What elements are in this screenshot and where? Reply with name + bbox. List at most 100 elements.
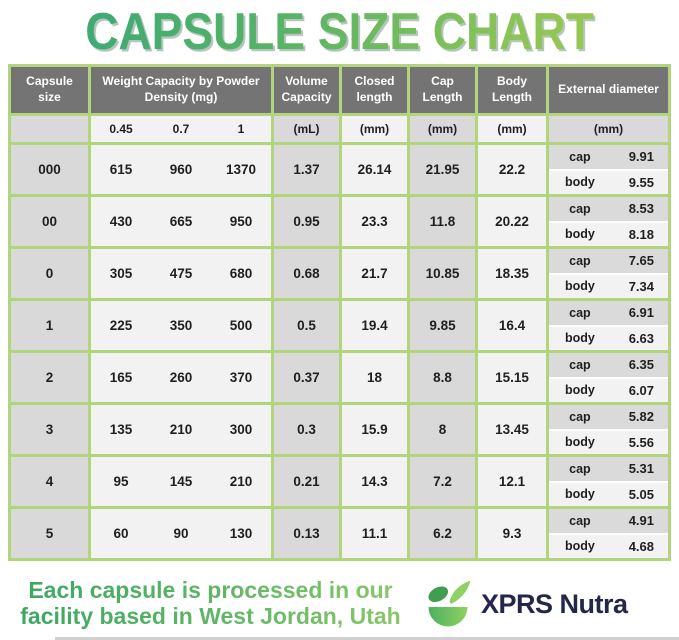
cap-value: 6.35 — [628, 357, 654, 373]
ext-cap-subrow: cap 8.53 — [549, 197, 668, 221]
density-045: 0.45 — [109, 122, 133, 136]
weight-07: 350 — [169, 318, 193, 333]
brand-logo: XPRS Nutra — [421, 577, 679, 631]
weight-cell: 60 90 130 — [91, 509, 271, 558]
weight-cell: 135 210 300 — [91, 405, 271, 454]
weight-1: 500 — [229, 318, 253, 333]
body-length-cell: 20.22 — [478, 197, 546, 246]
weight-07: 90 — [173, 526, 189, 541]
ext-body-subrow: body 6.07 — [549, 378, 668, 402]
cap-label: cap — [569, 461, 591, 476]
table-row-2: 2 165 260 370 0.37 18 8.8 15.15 cap 6.35… — [11, 353, 668, 402]
weight-1: 300 — [229, 422, 253, 437]
body-label: body — [565, 279, 595, 294]
cap-label: cap — [569, 513, 591, 528]
body-label: body — [565, 539, 595, 554]
weight-07: 210 — [169, 422, 193, 437]
closed-length-cell: 11.1 — [342, 509, 407, 558]
volume-cell: 0.21 — [274, 457, 339, 506]
size-cell: 00 — [11, 197, 88, 246]
size-cell: 000 — [11, 145, 88, 194]
table-row-3: 3 135 210 300 0.3 15.9 8 13.45 cap 5.82 … — [11, 405, 668, 454]
body-label: body — [565, 487, 595, 502]
weight-cell: 165 260 370 — [91, 353, 271, 402]
body-length-cell: 15.15 — [478, 353, 546, 402]
weight-1: 370 — [229, 370, 253, 385]
units-external: (mm) — [549, 116, 668, 142]
density-07: 0.7 — [172, 122, 190, 136]
facility-note-line1: Each capsule is processed in our — [28, 577, 393, 604]
weight-1: 130 — [229, 526, 253, 541]
closed-length-cell: 26.14 — [342, 145, 407, 194]
body-value: 7.34 — [628, 278, 654, 294]
weight-045: 165 — [109, 370, 133, 385]
brand-name: XPRS Nutra — [480, 588, 628, 619]
size-cell: 2 — [11, 353, 88, 402]
header-capsule-size: Capsule size — [11, 67, 88, 113]
weight-045: 615 — [109, 162, 133, 177]
external-diameter-cell: cap 6.91 body 6.63 — [549, 301, 668, 350]
cap-value: 8.53 — [628, 201, 654, 217]
body-length-cell: 18.35 — [478, 249, 546, 298]
weight-07: 145 — [169, 474, 193, 489]
ext-cap-subrow: cap 6.35 — [549, 353, 668, 377]
cap-length-cell: 7.2 — [410, 457, 475, 506]
cap-label: cap — [569, 409, 591, 424]
external-diameter-cell: cap 5.82 body 5.56 — [549, 405, 668, 454]
table-header-row: Capsule size Weight Capacity by Powder D… — [11, 67, 668, 113]
size-cell: 3 — [11, 405, 88, 454]
cap-value: 5.82 — [628, 409, 654, 425]
weight-045: 225 — [109, 318, 133, 333]
cap-label: cap — [569, 253, 591, 268]
cap-label: cap — [569, 305, 591, 320]
ext-body-subrow: body 7.34 — [549, 274, 668, 298]
table-row-1: 1 225 350 500 0.5 19.4 9.85 16.4 cap 6.9… — [11, 301, 668, 350]
weight-07: 260 — [169, 370, 193, 385]
volume-cell: 0.68 — [274, 249, 339, 298]
weight-1: 1370 — [225, 162, 257, 177]
weight-07: 475 — [169, 266, 193, 281]
external-diameter-cell: cap 8.53 body 8.18 — [549, 197, 668, 246]
body-value: 5.56 — [628, 434, 654, 450]
body-label: body — [565, 175, 595, 190]
ext-body-subrow: body 4.68 — [549, 534, 668, 558]
leaf-bowl-icon — [428, 580, 471, 627]
cap-length-cell: 10.85 — [410, 249, 475, 298]
cap-length-cell: 8.8 — [410, 353, 475, 402]
ext-body-subrow: body 5.05 — [549, 482, 668, 506]
weight-cell: 225 350 500 — [91, 301, 271, 350]
table-row-4: 4 95 145 210 0.21 14.3 7.2 12.1 cap 5.31… — [11, 457, 668, 506]
volume-cell: 0.95 — [274, 197, 339, 246]
volume-cell: 1.37 — [274, 145, 339, 194]
weight-1: 680 — [229, 266, 253, 281]
ext-body-subrow: body 9.55 — [549, 170, 668, 194]
ext-cap-subrow: cap 5.82 — [549, 405, 668, 429]
table-row-5: 5 60 90 130 0.13 11.1 6.2 9.3 cap 4.91 b… — [11, 509, 668, 558]
ext-cap-subrow: cap 7.65 — [549, 249, 668, 273]
ext-cap-subrow: cap 5.31 — [549, 457, 668, 481]
size-cell: 1 — [11, 301, 88, 350]
footer: Each capsule is processed in our facilit… — [0, 568, 679, 640]
weight-1: 210 — [229, 474, 253, 489]
header-body-length: Body Length — [478, 67, 546, 113]
volume-cell: 0.5 — [274, 301, 339, 350]
closed-length-cell: 18 — [342, 353, 407, 402]
units-volume: (mL) — [274, 116, 339, 142]
cap-length-cell: 21.95 — [410, 145, 475, 194]
ext-body-subrow: body 8.18 — [549, 222, 668, 246]
table-units-row: 0.45 0.7 1 (mL) (mm) (mm) (mm) (mm) — [11, 116, 668, 142]
weight-045: 60 — [113, 526, 129, 541]
external-diameter-cell: cap 6.35 body 6.07 — [549, 353, 668, 402]
body-value: 9.55 — [628, 174, 654, 190]
density-1: 1 — [237, 122, 245, 136]
units-densities: 0.45 0.7 1 — [91, 116, 271, 142]
ext-cap-subrow: cap 4.91 — [549, 509, 668, 533]
header-cap-length: Cap Length — [410, 67, 475, 113]
weight-1: 950 — [229, 214, 253, 229]
units-capsule-size-blank — [11, 116, 88, 142]
body-label: body — [565, 383, 595, 398]
bottom-edge-line — [55, 637, 679, 640]
body-length-cell: 16.4 — [478, 301, 546, 350]
external-diameter-cell: cap 7.65 body 7.34 — [549, 249, 668, 298]
cap-length-cell: 11.8 — [410, 197, 475, 246]
